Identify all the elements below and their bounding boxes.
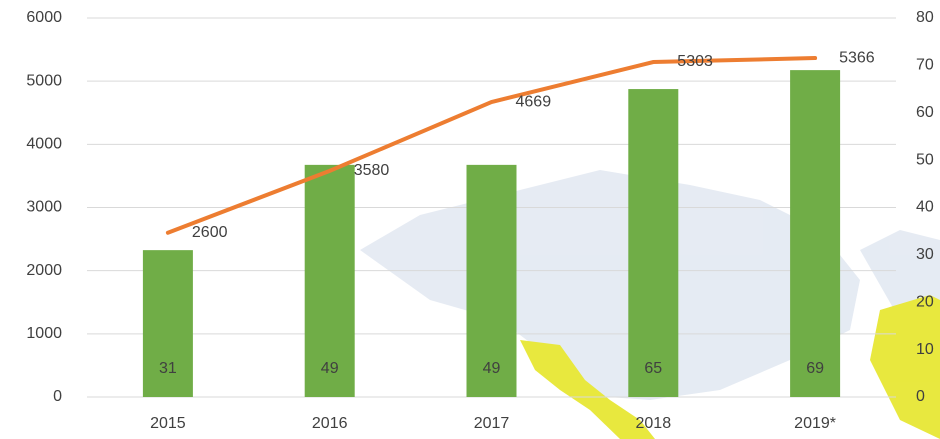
y-tick-label: 3000	[26, 199, 62, 216]
line-value-label: 2600	[192, 224, 228, 241]
y-tick-label: 4000	[26, 136, 62, 153]
bar	[628, 89, 679, 397]
line	[165, 56, 818, 235]
bar-value-label: 65	[644, 360, 662, 377]
bar	[142, 250, 193, 397]
x-tick-label: 2017	[474, 415, 510, 432]
x-tick-label: 2018	[636, 415, 672, 432]
bar-value-label: 31	[159, 360, 177, 377]
y-tick-label: 1000	[26, 325, 62, 342]
y2-tick-label: 80	[916, 9, 934, 26]
bar-value-label: 49	[321, 360, 339, 377]
y2-tick-label: 20	[916, 293, 934, 310]
bar	[304, 164, 355, 397]
y-tick-label: 0	[53, 388, 62, 405]
y2-tick-label: 60	[916, 104, 934, 121]
y2-tick-label: 0	[916, 388, 925, 405]
bar-value-label: 69	[806, 360, 824, 377]
x-tick-label: 2019*	[794, 415, 836, 432]
y2-tick-label: 10	[916, 341, 934, 358]
bar	[466, 164, 517, 397]
line-value-label: 5303	[677, 53, 713, 70]
y-tick-label: 5000	[26, 72, 62, 89]
x-tick-label: 2016	[312, 415, 348, 432]
y2-tick-label: 40	[916, 199, 934, 216]
line-value-label: 4669	[516, 93, 552, 110]
y-tick-label: 2000	[26, 262, 62, 279]
y2-tick-label: 30	[916, 246, 934, 263]
bar	[790, 70, 841, 398]
y-tick-label: 6000	[26, 9, 62, 26]
x-tick-label: 2015	[150, 415, 186, 432]
line-value-label: 3580	[354, 162, 390, 179]
y2-tick-label: 70	[916, 57, 934, 74]
line-value-label: 5366	[839, 49, 875, 66]
y2-tick-label: 50	[916, 151, 934, 168]
bar-value-label: 49	[483, 360, 501, 377]
